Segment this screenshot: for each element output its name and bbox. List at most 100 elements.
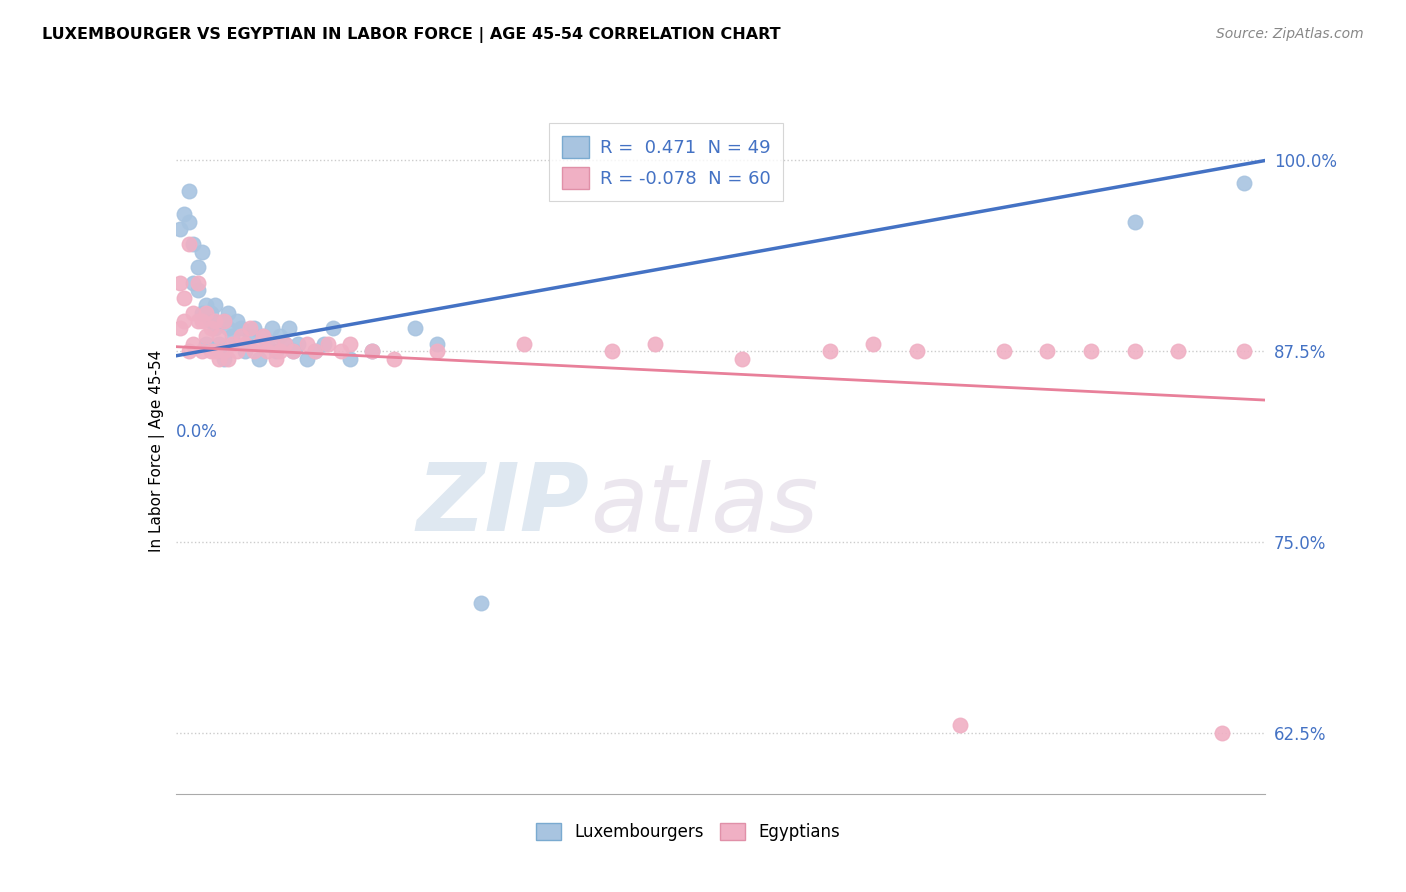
Point: [247, 336, 270, 351]
Point: [208, 344, 231, 359]
Point: [217, 306, 239, 320]
Point: [264, 344, 287, 359]
Point: [204, 314, 226, 328]
Point: [278, 321, 301, 335]
Point: [173, 207, 195, 221]
Point: [204, 298, 226, 312]
Point: [195, 306, 218, 320]
Point: [1167, 344, 1189, 359]
Text: ZIP: ZIP: [418, 459, 591, 551]
Point: [295, 351, 318, 366]
Point: [339, 351, 361, 366]
Point: [247, 351, 270, 366]
Point: [731, 351, 754, 366]
Point: [191, 245, 214, 260]
Point: [382, 351, 405, 366]
Point: [304, 344, 326, 359]
Point: [283, 344, 305, 359]
Point: [318, 336, 340, 351]
Text: LUXEMBOURGER VS EGYPTIAN IN LABOR FORCE | AGE 45-54 CORRELATION CHART: LUXEMBOURGER VS EGYPTIAN IN LABOR FORCE …: [42, 27, 780, 43]
Point: [169, 276, 191, 290]
Point: [208, 351, 231, 366]
Point: [1232, 177, 1256, 191]
Point: [173, 291, 195, 305]
Point: [274, 336, 297, 351]
Point: [1080, 344, 1102, 359]
Point: [200, 314, 222, 328]
Point: [862, 336, 884, 351]
Point: [181, 336, 204, 351]
Point: [274, 336, 297, 351]
Text: Source: ZipAtlas.com: Source: ZipAtlas.com: [1216, 27, 1364, 41]
Legend: R =  0.471  N = 49, R = -0.078  N = 60: R = 0.471 N = 49, R = -0.078 N = 60: [550, 123, 783, 202]
Point: [181, 237, 204, 252]
Point: [231, 321, 253, 335]
Point: [470, 596, 492, 610]
Point: [993, 344, 1015, 359]
Point: [243, 321, 266, 335]
Point: [204, 321, 226, 335]
Point: [513, 336, 536, 351]
Point: [243, 344, 266, 359]
Point: [252, 329, 274, 343]
Point: [295, 336, 318, 351]
Point: [177, 214, 200, 228]
Point: [269, 344, 291, 359]
Point: [264, 351, 287, 366]
Point: [208, 329, 231, 343]
Point: [644, 336, 666, 351]
Point: [177, 184, 200, 198]
Point: [191, 344, 214, 359]
Point: [269, 329, 291, 343]
Y-axis label: In Labor Force | Age 45-54: In Labor Force | Age 45-54: [149, 350, 165, 551]
Point: [225, 344, 247, 359]
Point: [426, 344, 449, 359]
Point: [905, 344, 928, 359]
Point: [212, 351, 235, 366]
Point: [195, 298, 218, 312]
Point: [217, 321, 239, 335]
Point: [231, 329, 253, 343]
Point: [221, 336, 243, 351]
Point: [191, 306, 214, 320]
Point: [426, 336, 449, 351]
Point: [186, 314, 209, 328]
Point: [304, 344, 326, 359]
Point: [212, 314, 235, 328]
Point: [260, 321, 283, 335]
Text: 0.0%: 0.0%: [176, 423, 218, 441]
Point: [1123, 214, 1146, 228]
Point: [312, 336, 335, 351]
Point: [208, 336, 231, 351]
Point: [287, 336, 309, 351]
Point: [818, 344, 841, 359]
Point: [1232, 344, 1256, 359]
Point: [212, 314, 235, 328]
Point: [239, 321, 262, 335]
Point: [181, 306, 204, 320]
Point: [195, 336, 218, 351]
Point: [200, 321, 222, 335]
Point: [360, 344, 382, 359]
Point: [322, 321, 344, 335]
Point: [256, 336, 278, 351]
Point: [186, 276, 209, 290]
Point: [283, 344, 305, 359]
Point: [600, 344, 623, 359]
Point: [405, 321, 427, 335]
Point: [169, 222, 191, 236]
Point: [1036, 344, 1059, 359]
Point: [204, 344, 226, 359]
Point: [949, 718, 972, 732]
Point: [1123, 344, 1146, 359]
Point: [239, 329, 262, 343]
Point: [225, 314, 247, 328]
Point: [186, 283, 209, 297]
Point: [360, 344, 382, 359]
Point: [177, 344, 200, 359]
Point: [256, 344, 278, 359]
Point: [212, 344, 235, 359]
Point: [221, 329, 243, 343]
Point: [200, 344, 222, 359]
Point: [260, 336, 283, 351]
